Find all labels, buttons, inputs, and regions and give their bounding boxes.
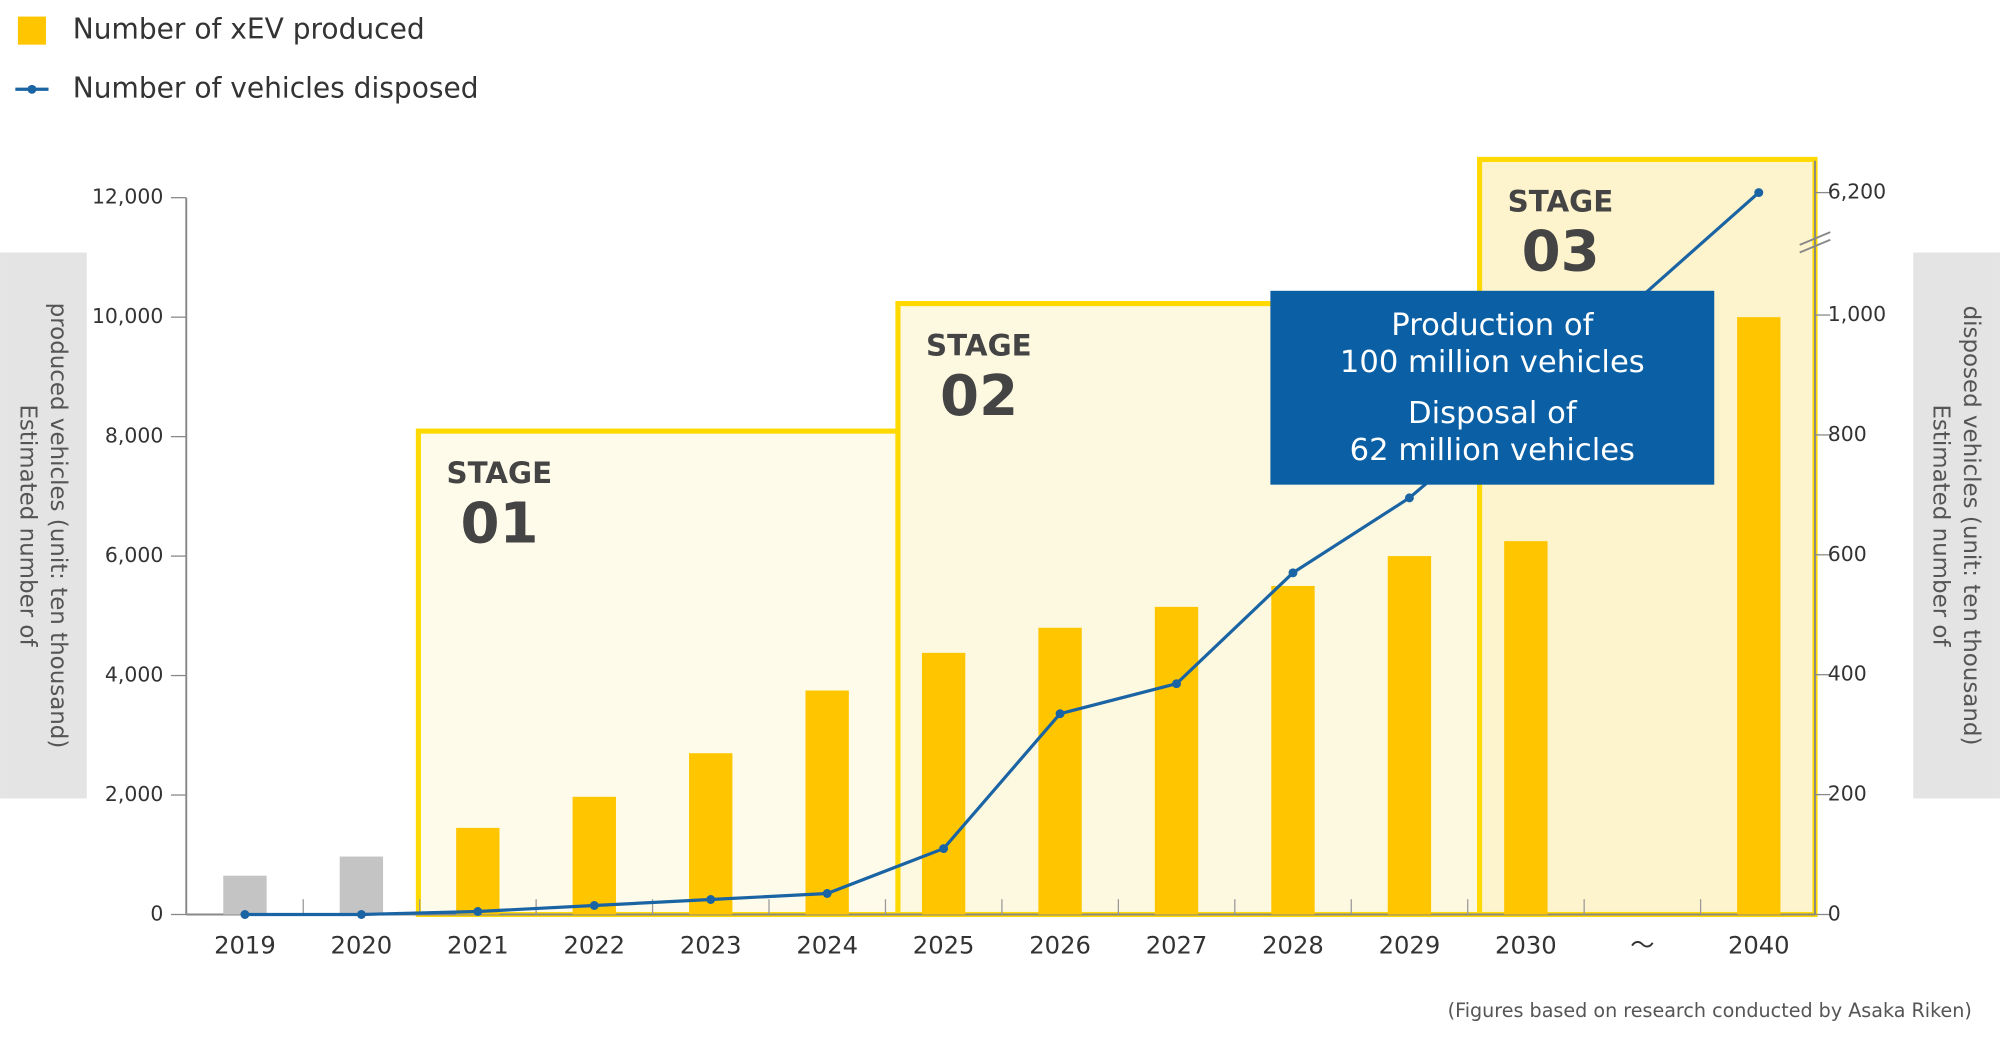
y2-tick-label: 400 <box>1828 662 1867 686</box>
y-tick-label: 10,000 <box>92 304 163 328</box>
y2-tick-label: 800 <box>1828 422 1867 446</box>
callout-text: 62 million vehicles <box>1350 433 1635 468</box>
line-point <box>356 910 366 919</box>
line-point <box>1754 188 1764 198</box>
foreground-layer: 0 2,000 4,000 6,000 8,000 10,000 12,000 0 200 400… <box>0 13 2000 1022</box>
y-tick-label: 6,000 <box>105 543 163 567</box>
line-point <box>1288 568 1298 578</box>
line-point <box>822 889 832 898</box>
line-point <box>589 901 599 910</box>
line-point <box>939 844 949 854</box>
bar <box>1737 317 1781 915</box>
bar <box>456 827 500 915</box>
line-point <box>240 910 250 919</box>
line-point <box>706 895 716 904</box>
stage-number: 02 <box>940 364 1018 429</box>
x-tick-label: 2028 <box>1262 931 1324 959</box>
line-point <box>473 907 483 916</box>
source-note: (Figures based on research conducted by … <box>1448 999 1972 1022</box>
bar <box>1154 606 1199 915</box>
axis-break-mark <box>1799 238 1831 254</box>
y-tick-label: 2,000 <box>105 782 163 806</box>
axis-title-line: produced vehicles (unit: ten thousand) <box>45 303 71 749</box>
legend-label: Number of xEV produced <box>73 13 425 46</box>
legend-swatch <box>17 16 46 45</box>
stage-number: 01 <box>460 491 538 556</box>
axis-title-box <box>1913 252 2000 799</box>
x-tick-label: 2040 <box>1728 931 1790 959</box>
callout-text: Production of <box>1391 308 1594 343</box>
callout-text: Disposal of <box>1408 396 1578 431</box>
bar <box>805 690 849 915</box>
stage-label: STAGE <box>446 456 552 490</box>
bar <box>1387 556 1432 915</box>
bar <box>1504 541 1548 915</box>
legend-swatch <box>27 84 37 94</box>
bar <box>223 875 267 915</box>
callout-text: 100 million vehicles <box>1340 345 1645 380</box>
axis-title: Estimated number of produced vehicles (un… <box>14 303 71 749</box>
legend-label: Number of vehicles disposed <box>73 71 479 104</box>
y2-tick-label: 1,000 <box>1828 302 1886 326</box>
axis-title-line: Estimated number of <box>1928 404 1954 647</box>
y-tick-label: 0 <box>150 901 163 925</box>
y2-tick-label: 6,200 <box>1828 180 1886 204</box>
bar <box>572 796 616 915</box>
bar <box>1038 627 1082 915</box>
y-tick-label: 4,000 <box>105 663 163 687</box>
line-point <box>1055 709 1065 719</box>
y2-tick-label: 600 <box>1828 542 1867 566</box>
axis-title: Estimated number of disposed vehicles (un… <box>1928 306 1985 746</box>
axis-title-line: Estimated number of <box>14 404 40 647</box>
bar <box>921 652 966 915</box>
x-tick-label: 2023 <box>680 931 742 959</box>
x-tick-label: 2019 <box>214 931 276 959</box>
x-tick-label: 2030 <box>1495 931 1557 959</box>
x-tick-label: 2022 <box>563 931 625 959</box>
callout-box <box>1270 290 1715 485</box>
line-point <box>1172 679 1181 689</box>
bar <box>689 753 733 915</box>
x-tick-label: 2029 <box>1379 931 1441 959</box>
axis-title-line: disposed vehicles (unit: ten thousand) <box>1958 306 1984 746</box>
x-tick-label: 2025 <box>913 931 975 959</box>
bar <box>1271 585 1315 915</box>
x-tick-label: 2020 <box>331 931 393 959</box>
line-point <box>1404 493 1414 503</box>
stage-label: STAGE <box>926 328 1032 362</box>
stage-label: STAGE <box>1508 184 1614 218</box>
bar <box>339 856 384 915</box>
y-tick-label: 12,000 <box>92 185 163 209</box>
x-tick-label: 2027 <box>1146 931 1208 959</box>
y-tick-label: 8,000 <box>105 424 163 448</box>
axis-break-mark <box>1799 231 1831 246</box>
x-tick-label: 2024 <box>796 931 858 959</box>
x-tick-label: 2021 <box>447 931 509 959</box>
axis-title-box <box>0 252 87 799</box>
y2-tick-label: 200 <box>1828 782 1867 806</box>
stage-number: 03 <box>1522 220 1600 285</box>
y2-tick-label: 0 <box>1828 901 1841 925</box>
x-tick-label: 2026 <box>1029 931 1091 959</box>
axis-break-label: 〜 <box>1630 931 1654 959</box>
